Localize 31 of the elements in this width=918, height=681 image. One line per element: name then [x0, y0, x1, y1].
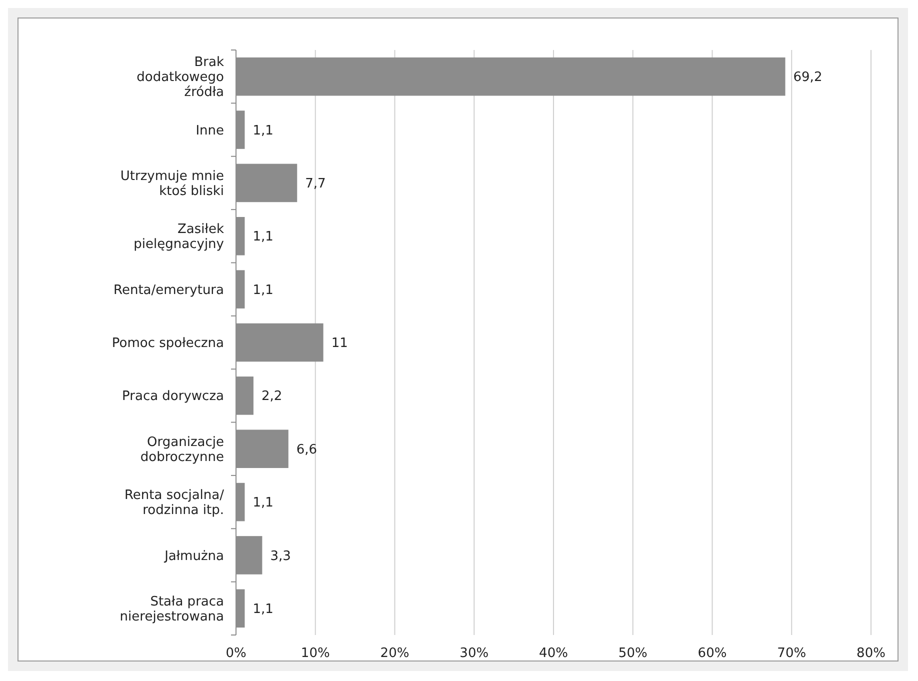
- y-tick-label: Zasiłek pielęgnacyjny: [134, 222, 224, 252]
- x-tick-label: 0%: [226, 646, 246, 661]
- x-tick-label: 50%: [618, 646, 648, 661]
- data-label: 3,3: [270, 548, 291, 564]
- y-tick-label: Renta/emerytura: [114, 282, 224, 298]
- x-tick-label: 10%: [300, 646, 330, 661]
- x-tick-label: 40%: [539, 646, 568, 661]
- y-tick-label: Pomoc społeczna: [112, 336, 224, 352]
- y-tick-label: Renta socjalna/ rodzinna itp.: [124, 488, 225, 518]
- x-tick-label: 60%: [698, 646, 727, 661]
- y-tick-label: Stała praca nierejestrowana: [120, 594, 224, 624]
- y-tick-label: Organizacje dobroczynne: [140, 434, 224, 465]
- data-label: 1,1: [252, 602, 274, 617]
- data-label: 1,1: [252, 496, 274, 511]
- x-tick-label: 70%: [777, 646, 806, 661]
- y-tick-label: Brak dodatkowego źródła: [136, 55, 224, 100]
- data-label: 69,2: [793, 70, 822, 86]
- data-label: 1,1: [252, 123, 274, 138]
- x-tick-label: 80%: [856, 646, 886, 661]
- x-tick-label: 20%: [380, 646, 410, 661]
- data-label: 6,6: [296, 442, 318, 458]
- y-tick-label: Jałmużna: [164, 548, 224, 564]
- x-tick-label: 30%: [460, 646, 489, 661]
- data-label: 11: [331, 336, 348, 352]
- data-label: 7,7: [305, 176, 326, 192]
- y-tick-label: Inne: [196, 123, 224, 138]
- data-label: 2,2: [261, 389, 282, 404]
- y-tick-label: Utrzymuje mnie ktoś bliski: [120, 169, 224, 200]
- data-label: 1,1: [252, 230, 274, 245]
- data-label: 1,1: [252, 282, 274, 298]
- y-tick-label: Praca dorywcza: [122, 389, 224, 404]
